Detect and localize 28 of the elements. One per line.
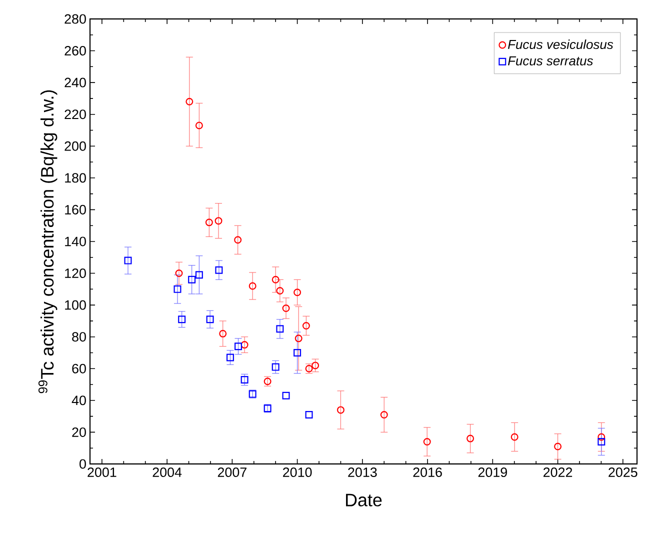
- x-tick-label: 2013: [348, 468, 377, 478]
- x-tick-label: 2025: [608, 468, 638, 478]
- legend-label: Fucus serratus: [508, 56, 593, 66]
- y-tick-label: 80: [72, 332, 86, 342]
- y-tick-label: 260: [64, 46, 86, 56]
- x-tick-label: 2001: [88, 468, 116, 478]
- y-tick-label: 280: [64, 14, 86, 24]
- y-tick-label: 20: [72, 427, 86, 437]
- x-axis-title: Date: [346, 494, 382, 506]
- y-tick-label: 40: [72, 396, 86, 406]
- y-tick-label: 140: [65, 236, 86, 246]
- y-tick-label: 120: [65, 268, 86, 278]
- y-tick-label: 60: [72, 364, 86, 374]
- x-tick-label: 2016: [413, 468, 442, 478]
- y-tick-label: 100: [65, 300, 86, 310]
- y-tick-label: 240: [64, 78, 86, 88]
- y-tick-label: 160: [65, 204, 86, 214]
- x-tick-label: 2004: [152, 468, 182, 478]
- y-axis-title: $^{99}$Tc activity concentration (Bq/kg d.w.): [38, 90, 58, 394]
- y-tick-label: 200: [64, 141, 86, 151]
- y-tick-label: 180: [65, 173, 86, 183]
- x-tick-label: 2022: [543, 468, 572, 478]
- x-tick-label: 2010: [283, 468, 312, 478]
- y-tick-label: 220: [64, 110, 86, 120]
- x-tick-label: 2007: [218, 468, 246, 478]
- legend-label: Fucus vesiculosus: [508, 40, 614, 50]
- y-tick-label: 0: [80, 459, 86, 469]
- x-tick-label: 2019: [478, 468, 507, 478]
